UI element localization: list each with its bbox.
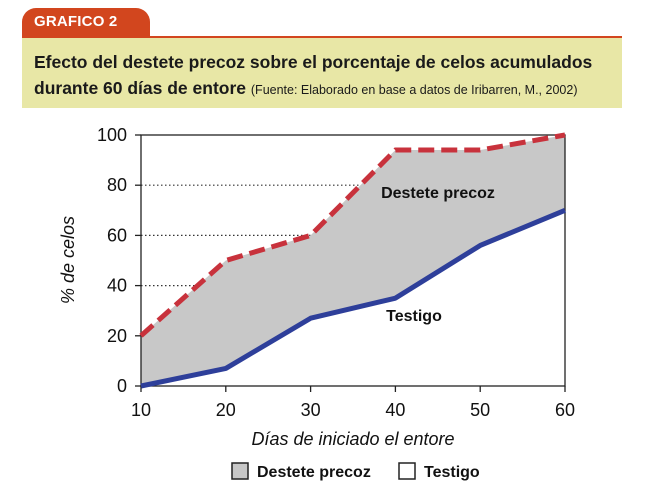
y-tick-label: 0	[117, 376, 127, 396]
x-tick-label: 10	[131, 400, 151, 420]
x-axis-label: Días de iniciado el entore	[251, 429, 454, 449]
x-tick-label: 40	[385, 400, 405, 420]
y-axis-label: % de celos	[58, 216, 78, 304]
annotation-testigo: Testigo	[386, 308, 442, 325]
y-tick-label: 100	[97, 125, 127, 145]
chart-header: Efecto del destete precoz sobre el porce…	[22, 36, 622, 108]
legend-label-testigo: Testigo	[424, 464, 480, 481]
x-tick-label: 50	[470, 400, 490, 420]
annotation-destete-precoz: Destete precoz	[381, 185, 495, 202]
area-between-series	[141, 135, 565, 386]
y-axis-ticks: 0 20 40 60 80 100	[97, 125, 141, 396]
legend-label-destete-precoz: Destete precoz	[257, 464, 371, 481]
y-tick-label: 40	[107, 276, 127, 296]
x-axis-ticks: 10 20 30 40 50 60	[131, 386, 575, 420]
plot-frame	[140, 134, 566, 387]
series-line-testigo	[140, 207, 566, 389]
y-tick-label: 80	[107, 175, 127, 195]
y-tick-label: 20	[107, 326, 127, 346]
legend-swatch-destete-precoz	[231, 462, 249, 480]
chart-number-tag: GRAFICO 2	[22, 8, 150, 36]
x-tick-label: 30	[301, 400, 321, 420]
y-tick-label: 60	[107, 225, 127, 245]
legend-swatch-testigo	[398, 462, 416, 480]
series-line-destete-precoz	[139, 132, 566, 338]
grid-lines	[141, 184, 361, 287]
legend: Destete precoz Testigo	[231, 462, 480, 481]
chart-source: (Fuente: Elaborado en base a datos de Ir…	[250, 83, 578, 97]
chart-title-text: durante 60 días de entore	[34, 78, 247, 98]
chart-title-line-1: Efecto del destete precoz sobre el porce…	[34, 52, 593, 72]
x-tick-label: 60	[555, 400, 575, 420]
chart-title-line-2: durante 60 días de entore (Fuente: Elabo…	[34, 78, 577, 99]
x-tick-label: 20	[216, 400, 236, 420]
